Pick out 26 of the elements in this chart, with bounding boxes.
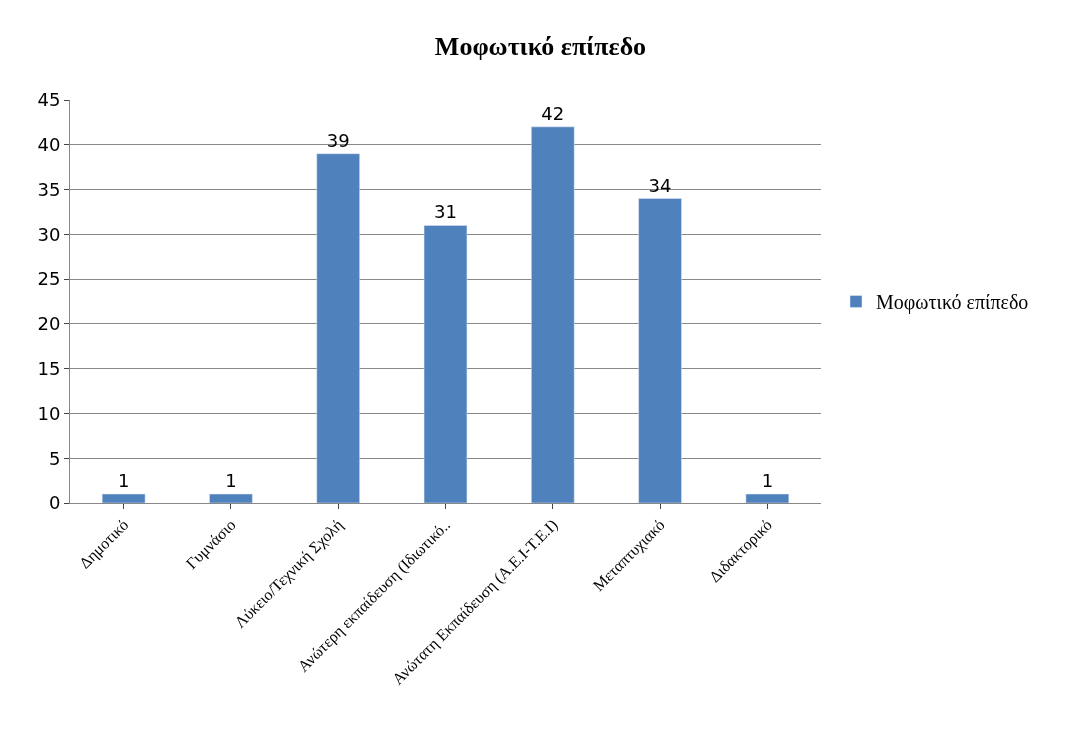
y-tick-label: 25 — [37, 268, 61, 290]
y-tick-label: 15 — [37, 357, 61, 379]
data-label: 31 — [434, 201, 457, 223]
data-label: 42 — [541, 102, 565, 124]
data-label: 1 — [225, 470, 237, 492]
y-tick-label: 5 — [48, 447, 61, 469]
legend-label: Μοφωτικό επίπεδο — [876, 291, 1029, 315]
data-label: 1 — [117, 470, 130, 492]
y-tick-label: 35 — [37, 178, 61, 200]
bar — [745, 493, 790, 503]
y-tick-label: 0 — [48, 492, 61, 514]
y-tick-label: 40 — [37, 134, 61, 156]
y-tick-label: 10 — [37, 402, 61, 424]
bar — [101, 493, 146, 503]
bar — [209, 493, 253, 503]
bar — [531, 126, 575, 503]
bar — [423, 225, 468, 503]
y-tick-label: 30 — [37, 223, 61, 245]
data-label: 39 — [326, 129, 350, 151]
data-label: 34 — [648, 174, 672, 196]
bar — [316, 153, 360, 503]
data-label: 1 — [761, 470, 774, 492]
bar — [638, 198, 682, 503]
y-tick-label: 45 — [37, 89, 61, 111]
y-tick-label: 20 — [37, 313, 61, 335]
chart-title: Μοφωτικό επίπεδο — [434, 31, 647, 61]
